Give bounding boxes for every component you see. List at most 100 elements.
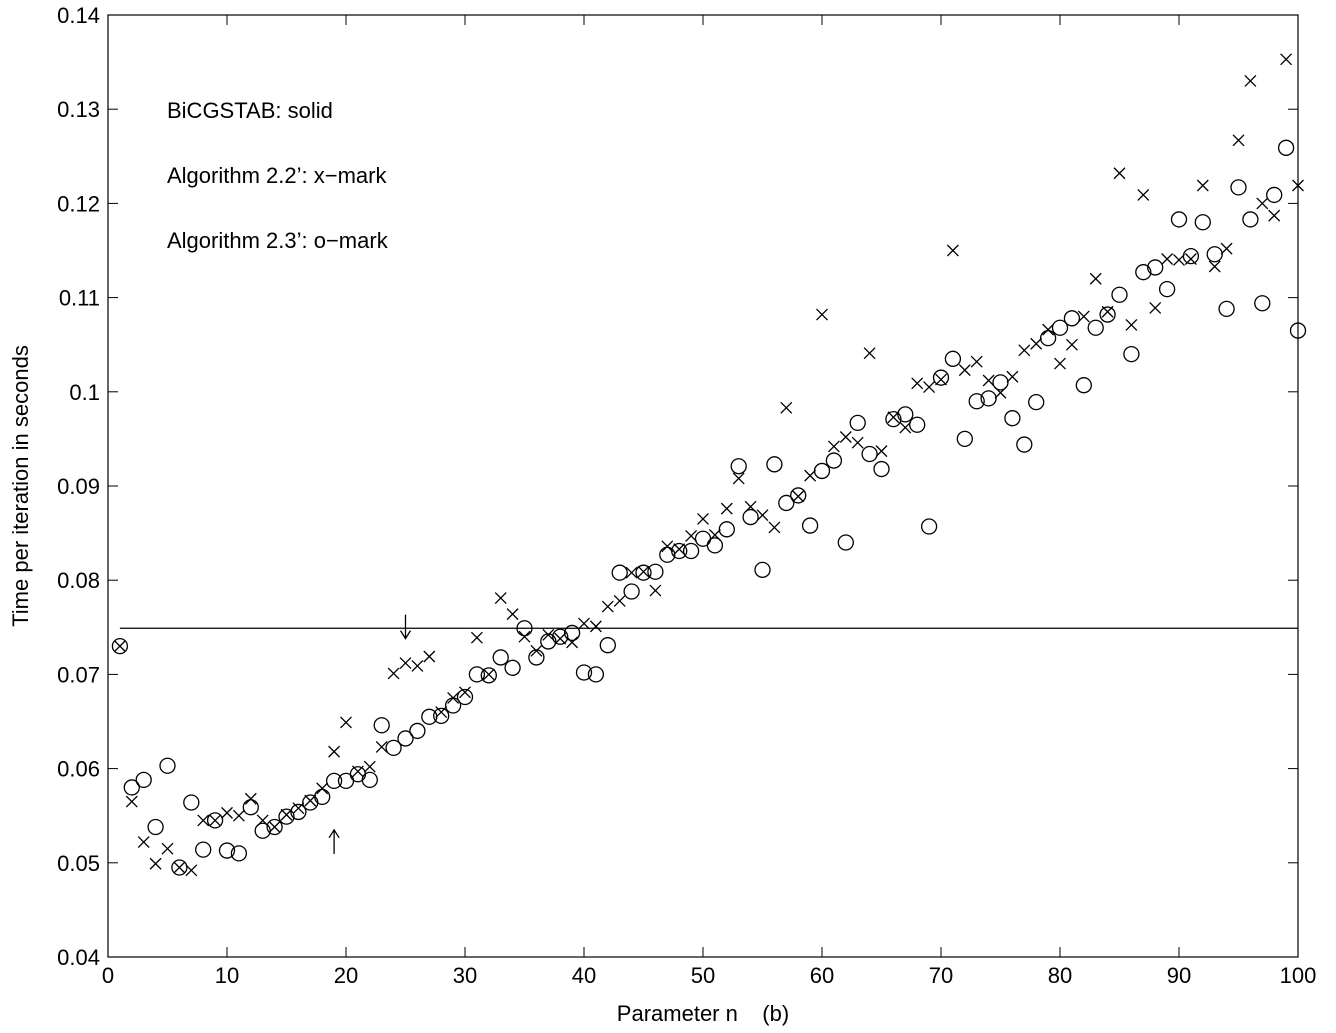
x-mark-point <box>459 686 471 699</box>
x-mark-point <box>1077 310 1090 323</box>
o-mark-point <box>456 688 474 706</box>
o-mark-point <box>635 564 652 581</box>
o-mark-point <box>694 530 712 547</box>
o-mark-point <box>801 517 819 534</box>
y-axis-ticks: 0.04 0.05 0.06 0.07 0.08 0.09 0.1 0.11 0.12 0.13 0… <box>57 3 1298 970</box>
x-mark-point <box>125 795 138 808</box>
o-mark-point <box>123 779 140 796</box>
o-mark-point <box>242 799 259 816</box>
o-mark-point <box>135 771 152 789</box>
x-mark-point <box>839 431 852 443</box>
o-mark-point <box>897 406 914 423</box>
x-mark-point <box>1030 337 1043 350</box>
o-mark-point <box>540 633 557 650</box>
o-mark-point <box>147 818 164 836</box>
o-mark-point <box>480 667 497 684</box>
x-mark-point <box>756 509 769 522</box>
o-mark-point <box>218 842 236 859</box>
x-tick-label: 10 <box>215 963 239 988</box>
o-mark-point <box>790 487 807 504</box>
o-mark-point <box>1206 246 1223 263</box>
x-mark-point <box>113 640 126 653</box>
algorithm-23-series <box>111 139 1307 876</box>
x-mark-point <box>435 706 448 719</box>
x-tick-label: 90 <box>1167 963 1191 988</box>
o-mark-point <box>575 664 593 681</box>
o-mark-point <box>183 794 200 811</box>
o-mark-point <box>516 620 533 637</box>
x-mark-point <box>1256 197 1269 210</box>
x-mark-point <box>268 821 281 833</box>
x-mark-point <box>244 792 257 805</box>
x-mark-point <box>720 502 733 515</box>
x-mark-point <box>518 630 531 643</box>
o-mark-point <box>302 794 319 811</box>
o-mark-point <box>778 494 795 512</box>
x-tick-label: 60 <box>810 963 834 988</box>
o-mark-point <box>385 739 402 757</box>
o-mark-point <box>754 561 771 578</box>
o-mark-point <box>195 841 212 858</box>
o-mark-point <box>111 637 129 655</box>
y-tick-label: 0.04 <box>57 945 100 970</box>
o-mark-point <box>504 659 521 676</box>
x-mark-point <box>149 857 162 870</box>
arrow-annotations <box>328 614 412 854</box>
x-mark-point <box>1042 323 1055 336</box>
o-mark-point <box>325 772 343 789</box>
o-mark-point <box>171 859 188 876</box>
x-mark-point <box>328 745 341 758</box>
x-mark-point <box>911 377 924 390</box>
o-mark-point <box>1277 139 1295 156</box>
y-tick-label: 0.06 <box>57 757 100 782</box>
x-mark-point <box>827 440 840 453</box>
x-tick-label: 30 <box>453 963 477 988</box>
x-mark-point <box>1232 134 1245 147</box>
o-mark-point <box>813 462 831 480</box>
legend-annotations: BiCGSTAB: solid Algorithm 2.2’: x−mark A… <box>167 98 389 253</box>
o-mark-point <box>1194 214 1211 231</box>
x-mark-point <box>732 472 745 485</box>
y-tick-label: 0.1 <box>69 380 100 405</box>
o-mark-point <box>337 772 355 789</box>
o-mark-point <box>599 637 616 654</box>
x-mark-point <box>1244 74 1257 87</box>
x-mark-point <box>946 244 959 257</box>
x-mark-point <box>137 836 150 849</box>
o-mark-point <box>956 430 973 448</box>
o-mark-point <box>1016 436 1033 453</box>
x-mark-point <box>542 628 555 641</box>
y-tick-label: 0.11 <box>59 286 100 311</box>
o-mark-point <box>1063 310 1081 327</box>
o-mark-point <box>409 722 426 740</box>
o-mark-point <box>932 369 950 386</box>
x-mark-point <box>221 806 233 819</box>
o-mark-point <box>861 445 878 463</box>
x-axis-label: Parameter n (b) <box>617 1001 789 1026</box>
x-mark-point <box>375 740 388 753</box>
y-tick-label: 0.07 <box>57 662 100 687</box>
x-mark-point <box>792 490 805 503</box>
x-mark-point <box>530 644 543 657</box>
x-mark-point <box>578 617 590 630</box>
o-mark-point <box>1123 345 1140 363</box>
o-mark-point <box>1158 280 1176 298</box>
o-mark-point <box>992 374 1009 391</box>
o-mark-point <box>1099 306 1116 323</box>
o-mark-point <box>730 458 747 475</box>
x-mark-point <box>482 668 495 681</box>
x-mark-point <box>1149 302 1162 314</box>
o-mark-point <box>849 414 866 432</box>
o-mark-point <box>825 452 843 469</box>
x-mark-point <box>1173 253 1185 266</box>
y-tick-label: 0.09 <box>57 474 100 499</box>
o-mark-point <box>444 697 462 714</box>
x-mark-point <box>470 631 483 644</box>
o-mark-point <box>230 845 248 862</box>
x-mark-point <box>1089 272 1102 285</box>
o-mark-point <box>944 350 962 367</box>
o-mark-point <box>1028 394 1045 411</box>
o-mark-point <box>920 518 938 535</box>
x-mark-point <box>232 809 245 822</box>
o-mark-point <box>1266 186 1283 204</box>
